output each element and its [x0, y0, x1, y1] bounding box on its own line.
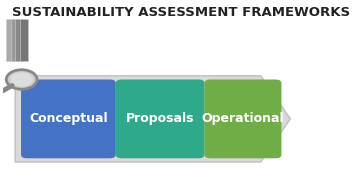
Text: Conceptual: Conceptual — [29, 112, 108, 125]
Text: SUSTAINABILITY ASSESSMENT FRAMEWORKS: SUSTAINABILITY ASSESSMENT FRAMEWORKS — [12, 6, 350, 19]
Text: Operational: Operational — [202, 112, 284, 125]
Circle shape — [6, 70, 37, 89]
FancyBboxPatch shape — [6, 19, 14, 61]
FancyBboxPatch shape — [11, 19, 19, 61]
FancyBboxPatch shape — [21, 80, 116, 158]
Circle shape — [10, 72, 33, 87]
FancyBboxPatch shape — [204, 80, 281, 158]
FancyBboxPatch shape — [15, 19, 24, 61]
Polygon shape — [15, 76, 290, 162]
Text: Proposals: Proposals — [126, 112, 194, 125]
FancyBboxPatch shape — [20, 19, 28, 61]
FancyBboxPatch shape — [116, 80, 204, 158]
